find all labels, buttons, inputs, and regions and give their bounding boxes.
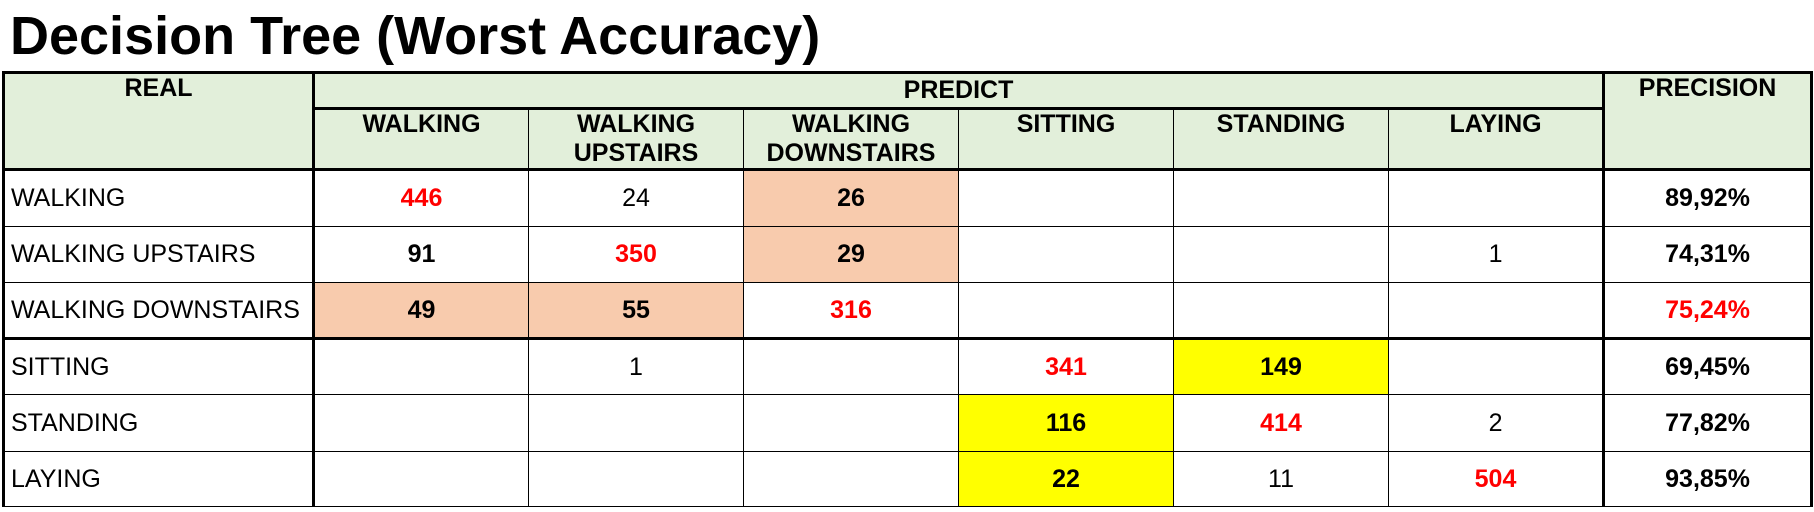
matrix-cell xyxy=(312,451,529,507)
matrix-cell xyxy=(743,451,959,507)
matrix-cell: 1 xyxy=(528,338,744,395)
matrix-cell: 29 xyxy=(743,226,959,283)
matrix-cell: 350 xyxy=(528,226,744,283)
matrix-cell xyxy=(1387,282,1606,340)
matrix-cell xyxy=(528,451,744,507)
matrix-cell: 11 xyxy=(1173,451,1389,507)
matrix-cell: 341 xyxy=(958,338,1174,395)
matrix-cell xyxy=(1173,226,1389,283)
column-header: WALKING DOWNSTAIRS xyxy=(743,108,959,170)
predict-header: PREDICT xyxy=(311,71,1606,110)
page-title: Decision Tree (Worst Accuracy) xyxy=(10,6,821,66)
matrix-cell: 149 xyxy=(1173,338,1389,395)
table-row: WALKING 446 24 26 89,92% xyxy=(2,168,1814,227)
matrix-cell: 26 xyxy=(743,168,959,227)
table-row: SITTING 1 341 149 69,45% xyxy=(2,338,1814,395)
precision-cell: 93,85% xyxy=(1603,451,1814,507)
matrix-cell: 414 xyxy=(1173,394,1389,452)
column-header: WALKING xyxy=(312,108,529,170)
precision-cell: 75,24% xyxy=(1603,282,1814,340)
precision-cell: 74,31% xyxy=(1603,226,1814,283)
precision-cell: 77,82% xyxy=(1603,394,1814,452)
confusion-matrix-table: REAL PREDICT PRECISION WALKING WALKING UP… xyxy=(2,71,1814,507)
table-row: WALKING UPSTAIRS 91 350 29 1 74,31% xyxy=(2,226,1814,283)
precision-header: PRECISION xyxy=(1603,71,1814,170)
matrix-cell xyxy=(1173,168,1389,227)
table-row: LAYING 22 11 504 93,85% xyxy=(2,451,1814,507)
matrix-cell: 49 xyxy=(312,282,529,340)
matrix-cell xyxy=(958,226,1174,283)
matrix-cell: 22 xyxy=(958,451,1174,507)
matrix-cell xyxy=(743,338,959,395)
matrix-cell xyxy=(1173,282,1389,340)
matrix-cell xyxy=(1387,338,1606,395)
row-label: STANDING xyxy=(2,394,314,452)
matrix-cell: 55 xyxy=(528,282,744,340)
matrix-cell: 2 xyxy=(1387,394,1606,452)
matrix-cell: 24 xyxy=(528,168,744,227)
precision-cell: 89,92% xyxy=(1603,168,1814,227)
matrix-cell: 1 xyxy=(1387,226,1606,283)
matrix-cell xyxy=(743,394,959,452)
table-row: STANDING 116 414 2 77,82% xyxy=(2,394,1814,452)
row-label: WALKING xyxy=(2,168,314,227)
column-header: LAYING xyxy=(1387,108,1606,170)
matrix-cell: 116 xyxy=(958,394,1174,452)
table-row: WALKING DOWNSTAIRS 49 55 316 75,24% xyxy=(2,282,1814,340)
matrix-cell xyxy=(958,282,1174,340)
real-header: REAL xyxy=(2,71,314,170)
row-label: SITTING xyxy=(2,338,314,395)
matrix-cell: 504 xyxy=(1387,451,1606,507)
column-header: WALKING UPSTAIRS xyxy=(528,108,744,170)
column-header: SITTING xyxy=(958,108,1174,170)
matrix-cell xyxy=(312,394,529,452)
matrix-cell xyxy=(1387,168,1606,227)
row-label: LAYING xyxy=(2,451,314,507)
column-header: STANDING xyxy=(1173,108,1389,170)
matrix-cell xyxy=(528,394,744,452)
precision-cell: 69,45% xyxy=(1603,338,1814,395)
matrix-cell: 316 xyxy=(743,282,959,340)
row-label: WALKING UPSTAIRS xyxy=(2,226,314,283)
matrix-cell: 446 xyxy=(312,168,529,227)
matrix-cell: 91 xyxy=(312,226,529,283)
matrix-cell xyxy=(958,168,1174,227)
row-label: WALKING DOWNSTAIRS xyxy=(2,282,314,340)
matrix-cell xyxy=(312,338,529,395)
